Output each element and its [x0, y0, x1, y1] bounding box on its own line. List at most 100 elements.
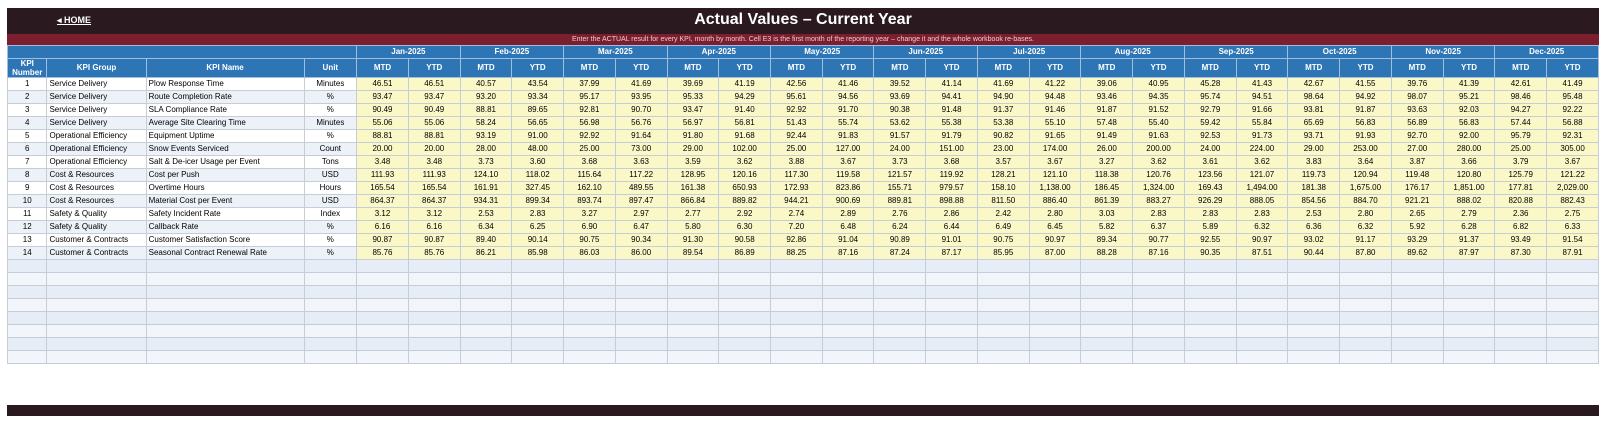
ytd-value-cell[interactable]: 43.54: [511, 77, 565, 91]
empty-cell[interactable]: [1235, 298, 1289, 312]
ytd-value-cell[interactable]: 120.76: [1132, 168, 1185, 182]
ytd-value-cell[interactable]: 20.00: [407, 142, 461, 156]
empty-cell[interactable]: [46, 311, 147, 325]
mtd-value-cell[interactable]: 55.06: [356, 116, 409, 130]
empty-cell[interactable]: [976, 259, 1030, 273]
mtd-value-cell[interactable]: 89.54: [666, 246, 720, 260]
empty-cell[interactable]: [925, 324, 978, 338]
empty-cell[interactable]: [459, 311, 513, 325]
ytd-value-cell[interactable]: 119.58: [821, 168, 875, 182]
empty-cell[interactable]: [1028, 285, 1082, 299]
ytd-value-cell[interactable]: 1,138.00: [1028, 181, 1082, 195]
mtd-value-cell[interactable]: 94.27: [1494, 103, 1548, 117]
mtd-value-cell[interactable]: 40.57: [459, 77, 513, 91]
mtd-value-cell[interactable]: 3.73: [459, 155, 513, 169]
empty-cell[interactable]: [1390, 272, 1444, 286]
ytd-value-cell[interactable]: 55.38: [925, 116, 978, 130]
empty-cell[interactable]: [1546, 324, 1599, 338]
empty-cell[interactable]: [821, 311, 875, 325]
ytd-value-cell[interactable]: 91.01: [925, 233, 978, 247]
ytd-value-cell[interactable]: 3.68: [925, 155, 978, 169]
ytd-value-cell[interactable]: 3.62: [718, 155, 772, 169]
empty-cell[interactable]: [303, 350, 358, 364]
mtd-value-cell[interactable]: 91.87: [1080, 103, 1134, 117]
empty-cell[interactable]: [356, 337, 409, 351]
ytd-value-cell[interactable]: 111.93: [407, 168, 461, 182]
mtd-value-cell[interactable]: 45.28: [1183, 77, 1237, 91]
mtd-value-cell[interactable]: 46.51: [356, 77, 409, 91]
ytd-value-cell[interactable]: 3.62: [1132, 155, 1185, 169]
mtd-value-cell[interactable]: 2.65: [1390, 207, 1444, 221]
empty-cell[interactable]: [1235, 324, 1289, 338]
ytd-value-cell[interactable]: 120.80: [1442, 168, 1496, 182]
ytd-value-cell[interactable]: 87.17: [925, 246, 978, 260]
ytd-value-cell[interactable]: 87.00: [1028, 246, 1082, 260]
mtd-value-cell[interactable]: 27.00: [1390, 142, 1444, 156]
ytd-value-cell[interactable]: 88.81: [407, 129, 461, 143]
empty-cell[interactable]: [145, 350, 305, 364]
empty-cell[interactable]: [1080, 324, 1134, 338]
mtd-value-cell[interactable]: 93.49: [1494, 233, 1548, 247]
mtd-value-cell[interactable]: 172.93: [770, 181, 823, 195]
ytd-value-cell[interactable]: 888.02: [1442, 194, 1496, 208]
empty-cell[interactable]: [1028, 311, 1082, 325]
empty-cell[interactable]: [1235, 259, 1289, 273]
mtd-value-cell[interactable]: 118.38: [1080, 168, 1134, 182]
empty-cell[interactable]: [511, 285, 565, 299]
empty-cell[interactable]: [407, 337, 461, 351]
empty-cell[interactable]: [46, 272, 147, 286]
empty-cell[interactable]: [770, 311, 823, 325]
empty-cell[interactable]: [145, 337, 305, 351]
empty-cell[interactable]: [1390, 350, 1444, 364]
mtd-value-cell[interactable]: 5.82: [1080, 220, 1134, 234]
empty-cell[interactable]: [873, 285, 927, 299]
ytd-value-cell[interactable]: 899.34: [511, 194, 565, 208]
ytd-value-cell[interactable]: 90.87: [407, 233, 461, 247]
mtd-value-cell[interactable]: 2.42: [976, 207, 1030, 221]
ytd-value-cell[interactable]: 91.66: [1235, 103, 1289, 117]
empty-cell[interactable]: [511, 337, 565, 351]
ytd-value-cell[interactable]: 2.89: [821, 207, 875, 221]
mtd-value-cell[interactable]: 39.76: [1390, 77, 1444, 91]
empty-cell[interactable]: [303, 259, 358, 273]
ytd-value-cell[interactable]: 2.80: [1339, 207, 1392, 221]
empty-cell[interactable]: [303, 311, 358, 325]
mtd-value-cell[interactable]: 6.49: [976, 220, 1030, 234]
empty-cell[interactable]: [1494, 350, 1548, 364]
empty-cell[interactable]: [563, 272, 616, 286]
empty-cell[interactable]: [1339, 285, 1392, 299]
ytd-value-cell[interactable]: 1,851.00: [1442, 181, 1496, 195]
empty-cell[interactable]: [614, 298, 668, 312]
ytd-value-cell[interactable]: 85.76: [407, 246, 461, 260]
empty-cell[interactable]: [666, 259, 720, 273]
ytd-value-cell[interactable]: 48.00: [511, 142, 565, 156]
empty-cell[interactable]: [1080, 337, 1134, 351]
empty-cell[interactable]: [1028, 324, 1082, 338]
empty-cell[interactable]: [356, 285, 409, 299]
ytd-value-cell[interactable]: 3.60: [511, 155, 565, 169]
empty-cell[interactable]: [563, 350, 616, 364]
mtd-value-cell[interactable]: 93.71: [1287, 129, 1341, 143]
mtd-value-cell[interactable]: 91.57: [873, 129, 927, 143]
empty-cell[interactable]: [6, 285, 48, 299]
mtd-value-cell[interactable]: 3.48: [356, 155, 409, 169]
ytd-value-cell[interactable]: 165.54: [407, 181, 461, 195]
ytd-value-cell[interactable]: 87.97: [1442, 246, 1496, 260]
ytd-value-cell[interactable]: 898.88: [925, 194, 978, 208]
ytd-value-cell[interactable]: 41.46: [821, 77, 875, 91]
mtd-value-cell[interactable]: 811.50: [976, 194, 1030, 208]
ytd-value-cell[interactable]: 93.34: [511, 90, 565, 104]
empty-cell[interactable]: [303, 285, 358, 299]
empty-cell[interactable]: [356, 350, 409, 364]
empty-cell[interactable]: [1494, 259, 1548, 273]
ytd-value-cell[interactable]: 91.00: [511, 129, 565, 143]
mtd-value-cell[interactable]: 90.89: [873, 233, 927, 247]
empty-cell[interactable]: [976, 298, 1030, 312]
mtd-value-cell[interactable]: 124.10: [459, 168, 513, 182]
empty-cell[interactable]: [1287, 259, 1341, 273]
ytd-value-cell[interactable]: 1,675.00: [1339, 181, 1392, 195]
mtd-value-cell[interactable]: 866.84: [666, 194, 720, 208]
ytd-value-cell[interactable]: 2.79: [1442, 207, 1496, 221]
empty-cell[interactable]: [1287, 324, 1341, 338]
mtd-value-cell[interactable]: 93.46: [1080, 90, 1134, 104]
